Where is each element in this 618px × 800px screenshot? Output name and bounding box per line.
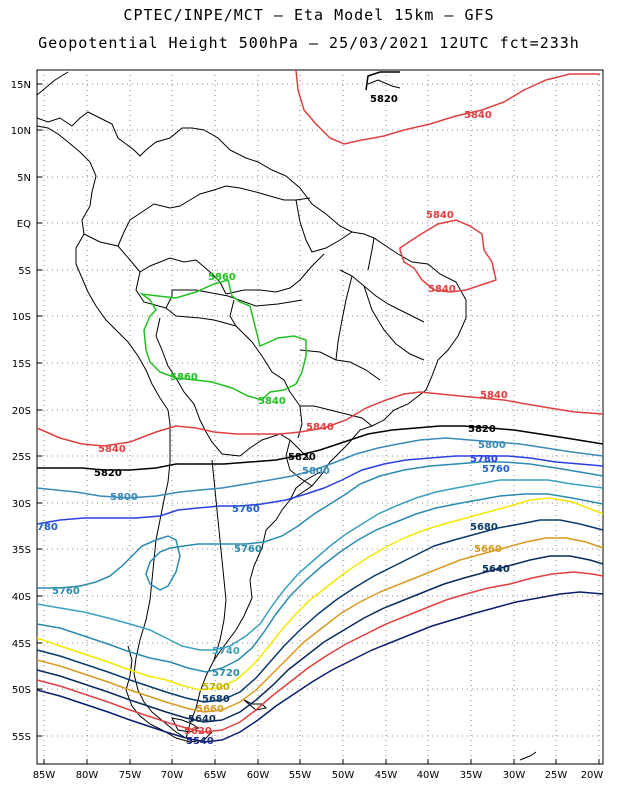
contour-label: 5760 (482, 464, 510, 475)
contour-labels: 5820 5840 5840 5840 5860 5860 5840 5840 … (37, 94, 510, 747)
contour-line (399, 219, 497, 293)
lat-label: 15S (12, 359, 31, 370)
axis-ticks (37, 83, 600, 764)
contour-label: 5800 (478, 440, 506, 451)
contour-line (139, 279, 307, 401)
lat-label: 35S (12, 545, 31, 556)
contour-label: 5640 (188, 714, 216, 725)
contour-line (36, 591, 604, 743)
lon-label: 20W (581, 770, 604, 781)
contour-label: 5860 (208, 272, 236, 283)
contour-label: 5620 (184, 726, 212, 737)
contour-label: 5820 (370, 94, 398, 105)
lat-label: 55S (12, 732, 31, 743)
lon-label: 85W (33, 770, 56, 781)
contour-label: 5700 (202, 682, 230, 693)
contour-line (36, 497, 604, 691)
lon-label: 30W (503, 770, 526, 781)
lon-label: 40W (417, 770, 440, 781)
contour-line (36, 455, 604, 525)
contour-line (36, 555, 604, 723)
lon-label: 35W (460, 770, 483, 781)
lat-label: 30S (12, 499, 31, 510)
lon-label: 70W (161, 770, 184, 781)
map-frame (36, 69, 604, 765)
contour-label: 5680 (202, 694, 230, 705)
contour-line (36, 391, 604, 447)
contour-label: 5860 (170, 372, 198, 383)
contour-line (36, 519, 604, 703)
lon-label: 50W (332, 770, 355, 781)
contour-label: 5820 (288, 452, 316, 463)
contour-lines (36, 69, 604, 743)
lon-label: 75W (119, 770, 142, 781)
contour-label: 5760 (232, 504, 260, 515)
contour-label: 5840 (428, 284, 456, 295)
lon-label: 65W (204, 770, 227, 781)
lon-label: 80W (76, 770, 99, 781)
contour-label: 5840 (480, 390, 508, 401)
lon-label: 25W (545, 770, 568, 781)
contour-line (36, 537, 604, 713)
lon-label: 55W (289, 770, 312, 781)
contour-label: 5840 (464, 110, 492, 121)
contour-label: 5540 (186, 736, 214, 747)
lat-label: EQ (17, 219, 31, 230)
lat-label: 5N (17, 173, 31, 184)
title-line-2: Geopotential Height 500hPa – 25/03/2021 … (38, 34, 580, 52)
coastlines (36, 71, 537, 761)
lat-label: 45S (12, 639, 31, 650)
contour-label: 5840 (426, 210, 454, 221)
lat-label: 10S (12, 312, 31, 323)
lat-label: 20S (12, 406, 31, 417)
contour-line (37, 425, 604, 471)
contour-label: 5800 (110, 492, 138, 503)
contour-line (36, 479, 604, 651)
contour-label: 5720 (212, 668, 240, 679)
contour-label: 5660 (196, 704, 224, 715)
contour-line (295, 69, 600, 145)
contour-line (36, 437, 604, 499)
contour-label: 5800 (302, 466, 330, 477)
lat-label: 25S (12, 452, 31, 463)
contour-label: 5680 (470, 522, 498, 533)
contour-line (37, 461, 604, 591)
contour-label: 5760 (234, 544, 262, 555)
contour-label: 5740 (212, 646, 240, 657)
contour-line (365, 71, 400, 91)
contour-label: 5840 (306, 422, 334, 433)
contour-label: 5640 (482, 564, 510, 575)
lon-label: 45W (375, 770, 398, 781)
contour-line (36, 571, 604, 733)
lat-label: 50S (12, 685, 31, 696)
contour-label: 5780 (470, 454, 498, 465)
lat-label: 10N (11, 126, 31, 137)
contour-label: 5840 (98, 444, 126, 455)
contour-label: 780 (37, 522, 58, 533)
contour-label: 5820 (94, 468, 122, 479)
lon-label: 60W (247, 770, 270, 781)
contour-label: 5820 (468, 424, 496, 435)
contour-line (36, 493, 604, 673)
grid-lines (37, 70, 603, 764)
contour-label: 5840 (258, 396, 286, 407)
lat-label: 15N (11, 80, 31, 91)
title-line-1: CPTEC/INPE/MCT – Eta Model 15km – GFS (123, 6, 495, 24)
contour-label: 5760 (52, 586, 80, 597)
contour-label: 5660 (474, 544, 502, 555)
lat-label: 5S (18, 266, 31, 277)
lat-label: 40S (12, 592, 31, 603)
